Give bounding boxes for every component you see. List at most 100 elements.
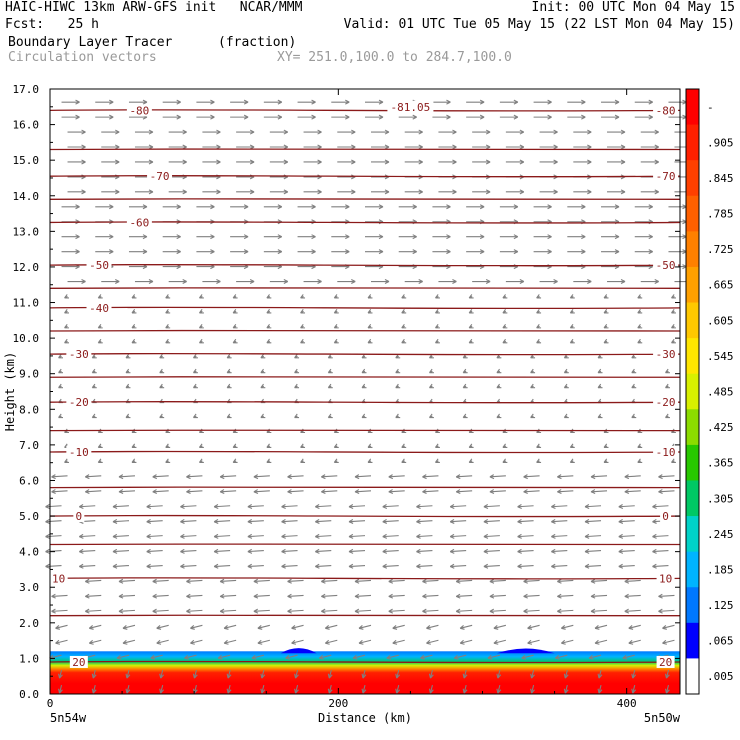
colorbar-label: .305	[707, 492, 734, 505]
wind-vector	[333, 309, 339, 314]
temperature-contour	[49, 174, 681, 178]
wind-vector	[416, 548, 433, 554]
wind-vector	[422, 578, 439, 584]
wind-vector	[97, 458, 103, 463]
x-tick-label: 200	[328, 697, 348, 710]
colorbar: - .905 .845 .785 .725 .665 .605 .545 .485 .425 .36…	[685, 88, 734, 695]
wind-vector	[315, 518, 332, 524]
wind-vector	[590, 608, 608, 614]
wind-vector	[327, 670, 333, 679]
wind-vector	[472, 129, 491, 135]
wind-vector	[640, 279, 659, 285]
wind-vector	[97, 323, 103, 329]
wind-vector	[97, 338, 103, 344]
wind-vector	[152, 474, 169, 480]
wind-vector	[584, 563, 602, 569]
wind-vector	[634, 114, 653, 120]
wind-vector	[146, 548, 163, 554]
wind-vector	[664, 670, 670, 679]
wind-vector	[624, 593, 641, 599]
wind-vector	[67, 129, 86, 135]
wind-vector	[159, 353, 165, 359]
wind-vector	[263, 99, 283, 105]
wind-vector	[371, 144, 390, 150]
wind-vector	[294, 413, 300, 419]
wind-vector	[428, 368, 434, 374]
wind-vector	[192, 383, 198, 389]
wind-vector	[198, 458, 204, 463]
wind-vector	[652, 563, 669, 569]
wind-vector	[597, 684, 603, 694]
wind-vector	[573, 189, 592, 195]
wind-vector	[557, 578, 574, 584]
wind-vector	[483, 548, 500, 554]
wind-vector	[331, 99, 350, 105]
wind-vector	[365, 234, 384, 240]
wind-vector	[180, 563, 197, 569]
wind-vector	[422, 593, 439, 599]
wind-vector	[348, 563, 366, 569]
wind-vector	[573, 129, 592, 135]
wind-vector	[226, 413, 232, 419]
y-tick-label: 10.0	[13, 332, 40, 345]
wind-vector	[404, 189, 423, 195]
wind-vector	[603, 309, 609, 314]
wind-vector	[162, 249, 181, 255]
wind-vector	[601, 204, 620, 210]
colorbar-swatch	[686, 266, 699, 304]
wind-vector	[505, 189, 525, 195]
wind-vector	[468, 443, 474, 448]
wind-vector	[597, 413, 603, 419]
wind-vector	[505, 129, 525, 135]
wind-vector	[401, 338, 407, 344]
wind-vector	[634, 99, 653, 105]
wind-vector	[91, 684, 97, 694]
contour-label-bg	[147, 170, 173, 183]
wind-vector	[671, 309, 676, 314]
wind-vector	[416, 504, 433, 509]
wind-vector	[180, 504, 197, 509]
wind-vector	[263, 234, 283, 240]
wind-vector	[260, 353, 266, 359]
wind-vector	[253, 489, 270, 495]
wind-vector	[253, 593, 270, 599]
contour-label-bg	[660, 510, 672, 523]
wind-vector	[45, 504, 62, 509]
wind-vector	[404, 129, 423, 135]
wind-vector	[223, 639, 237, 645]
wind-vector	[196, 99, 215, 105]
wind-vector	[603, 443, 609, 448]
wind-vector	[230, 114, 249, 120]
wind-vector	[294, 353, 300, 359]
wind-vector	[607, 159, 626, 165]
wind-vector	[496, 383, 502, 389]
wind-vector	[269, 144, 289, 150]
contour-label-bg	[126, 104, 152, 117]
wind-vector	[253, 608, 270, 614]
wind-vector	[232, 443, 238, 448]
wind-vector	[97, 294, 103, 299]
wind-vector	[266, 443, 272, 448]
wind-vector	[398, 249, 417, 255]
wind-vector	[247, 504, 264, 509]
wind-vector	[260, 684, 266, 694]
wind-vector	[78, 563, 96, 569]
wind-vector	[327, 413, 333, 419]
wind-vector	[432, 99, 451, 105]
wind-vector	[401, 323, 407, 329]
wind-vector	[165, 338, 171, 344]
colorbar-label: .545	[707, 350, 734, 363]
y-tick-label: 17.0	[13, 83, 40, 96]
wind-vector	[395, 684, 401, 694]
wind-vector	[125, 413, 131, 419]
wind-vector	[449, 533, 467, 539]
wind-vector	[590, 489, 608, 495]
wind-vector	[101, 189, 120, 195]
wind-vector	[438, 189, 457, 195]
temperature-contour	[49, 486, 681, 489]
wind-vector	[567, 249, 586, 255]
wind-vector	[536, 294, 542, 299]
wind-vector	[466, 204, 485, 210]
wind-vector	[466, 99, 485, 105]
wind-vector	[628, 624, 641, 630]
